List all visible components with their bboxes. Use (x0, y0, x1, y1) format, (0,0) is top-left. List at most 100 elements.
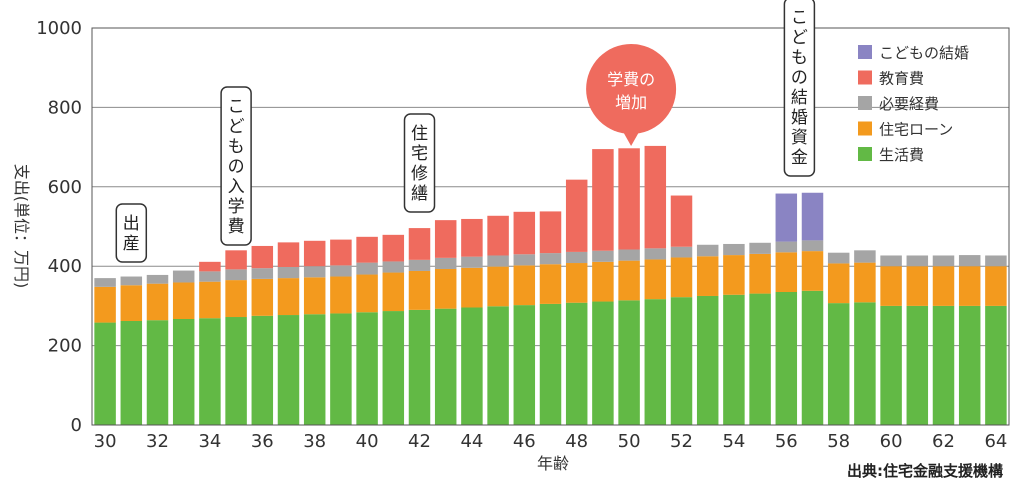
x-tick-label: 32 (146, 431, 169, 452)
stacked-bars (94, 145, 1007, 425)
x-tick-label: 56 (775, 431, 798, 452)
bar-segment (120, 285, 143, 321)
bar-segment (775, 252, 798, 293)
x-tick-label: 42 (408, 431, 431, 452)
callout-char: こ (228, 97, 245, 117)
x-tick-label: 36 (251, 431, 274, 452)
y-tick-label: 600 (48, 177, 82, 198)
callout-char: も (228, 137, 245, 157)
bar-segment (854, 262, 876, 303)
bar-segment (749, 253, 771, 294)
bar-segment (330, 239, 352, 266)
bar-segment (146, 274, 169, 284)
x-tick-label: 64 (984, 431, 1007, 452)
bar-segment (382, 261, 405, 273)
x-tick-label: 54 (722, 431, 745, 452)
bar-segment (618, 148, 640, 250)
callout-birth: 出産 (115, 203, 148, 263)
bar-segment (932, 255, 955, 267)
bar-segment (592, 250, 614, 262)
bar-segment (539, 211, 562, 254)
bar-segment (880, 305, 902, 425)
bar-segment (565, 251, 588, 264)
bar-segment (120, 320, 143, 425)
y-tick-label: 800 (48, 97, 82, 118)
bar-segment (958, 266, 981, 306)
bar-segment (172, 282, 195, 320)
bar-segment (330, 265, 352, 277)
bar-segment (565, 302, 588, 425)
bar-segment (644, 248, 667, 260)
callout-box (403, 113, 436, 213)
bar-segment (696, 256, 719, 296)
bar-segment (827, 263, 850, 304)
bar-segment (723, 294, 745, 425)
bar-segment (670, 257, 693, 298)
callout-char: 宅 (411, 144, 428, 164)
bar-segment (513, 265, 536, 306)
callout-char: 学 (228, 197, 245, 217)
bar-segment (854, 302, 876, 425)
bar-segment (539, 303, 562, 425)
callout-char: ど (791, 28, 808, 48)
bar-segment (958, 305, 981, 425)
bar-segment (513, 305, 536, 425)
bar-segment (408, 228, 431, 260)
bar-segment (513, 211, 536, 255)
bar-segment (434, 268, 457, 309)
bar-segment (199, 261, 221, 272)
bar-segment (932, 305, 955, 425)
callout-char: ど (228, 117, 245, 137)
callout-char: 出 (123, 214, 140, 234)
bubble-pointer (622, 130, 641, 146)
bar-segment (356, 274, 378, 313)
x-tick-label: 48 (565, 431, 588, 452)
bar-segment (592, 149, 614, 251)
x-tick-label: 62 (932, 431, 955, 452)
y-axis-title: 支出(単位：万円) (12, 164, 31, 289)
bar-segment (277, 242, 300, 267)
bar-segment (303, 266, 326, 278)
bar-segment (356, 262, 378, 275)
callout-char: 入 (228, 177, 245, 197)
bar-segment (277, 266, 300, 279)
bar-segment (434, 257, 457, 269)
bar-segment (172, 319, 195, 425)
callout-char: 修 (411, 164, 428, 184)
callout-box (783, 0, 816, 177)
callout-char: 産 (123, 234, 140, 254)
bar-segment (539, 253, 562, 265)
y-tick-label: 400 (48, 256, 82, 277)
bar-segment (801, 192, 824, 241)
x-tick-label: 58 (827, 431, 850, 452)
callout-char: 費 (228, 217, 245, 237)
bar-segment (277, 278, 300, 316)
x-tick-label: 44 (460, 431, 483, 452)
legend-swatch (858, 147, 872, 161)
legend-swatch (858, 96, 872, 110)
bar-segment (199, 318, 221, 425)
bar-segment (251, 278, 274, 316)
bar-segment (985, 266, 1007, 306)
bar-segment (906, 255, 929, 267)
bar-segment (644, 259, 667, 300)
bar-segment (827, 252, 850, 264)
bar-segment (146, 320, 169, 425)
bar-segment (880, 255, 902, 267)
x-axis-title: 年齢 (537, 454, 569, 473)
bar-segment (199, 271, 221, 282)
callout-char: 婚 (791, 108, 808, 128)
bar-segment (303, 277, 326, 315)
bar-segment (487, 215, 509, 256)
callout-char: の (791, 68, 808, 88)
bar-segment (382, 272, 405, 312)
bubble-circle (586, 44, 677, 134)
bar-segment (461, 218, 483, 257)
bar-segment (670, 246, 693, 258)
callout-char: こ (791, 8, 808, 28)
